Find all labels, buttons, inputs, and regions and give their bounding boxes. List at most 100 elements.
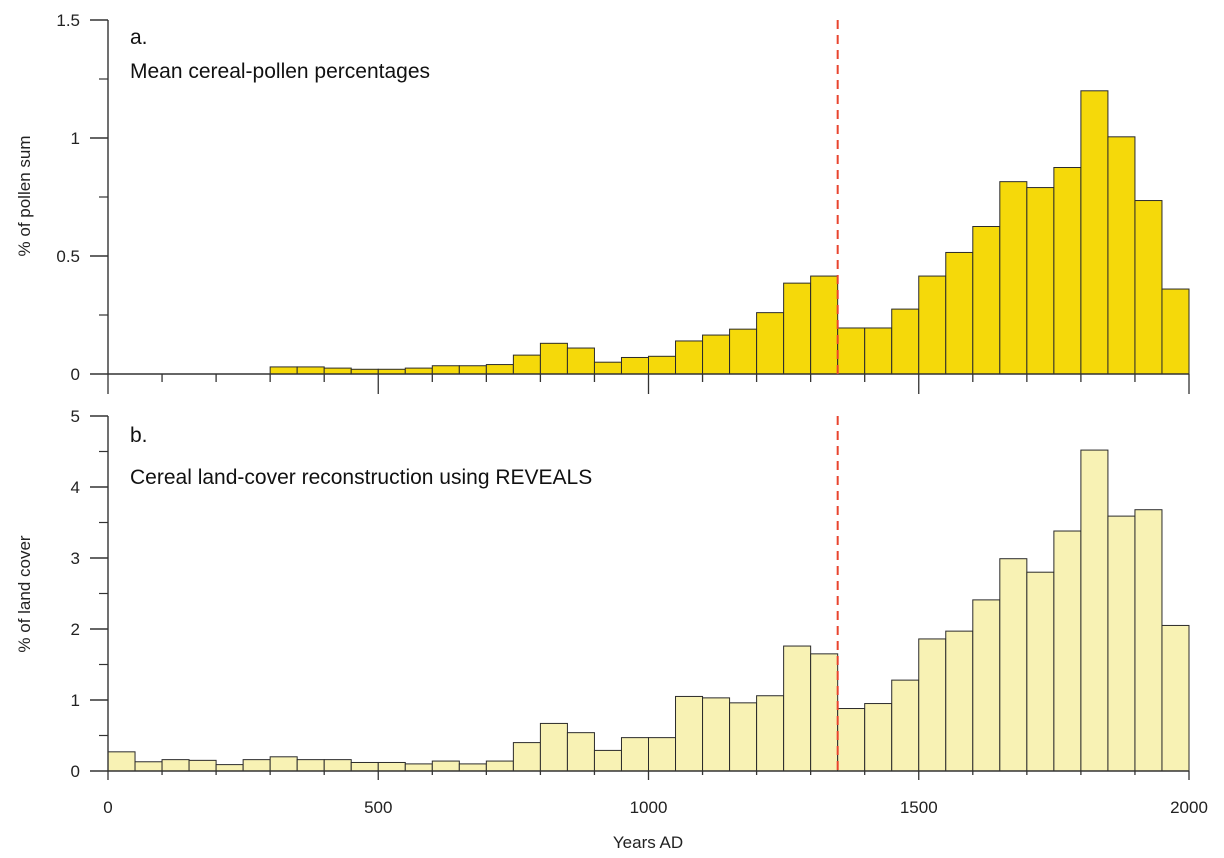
bar [810,275,839,375]
bar [1026,187,1055,375]
bar [431,365,460,375]
panel-b-bars [107,449,1190,772]
bar [675,340,704,375]
bar [810,653,839,772]
bar [620,737,649,772]
bar [756,695,785,772]
x-tick-label: 1500 [900,798,938,817]
bar [134,761,163,772]
bar [1107,515,1136,772]
bar [891,679,920,772]
bar [675,695,704,772]
x-tick-label: 2000 [1170,798,1208,817]
bar [377,761,406,772]
bar [1134,200,1163,375]
bar [593,361,622,375]
panel-b-label: b. [130,424,148,447]
y-tick-label: 5 [71,407,80,426]
bar [648,737,677,772]
panel-a: 0 0.5 1 1.5 a. Mean cereal-pollen percentag… [15,11,1190,394]
y-tick-label: 3 [71,549,80,568]
bar [188,759,217,772]
bar [539,342,568,375]
bar [404,367,433,375]
bar [864,703,893,772]
bar [269,366,298,375]
bar [458,763,487,772]
bar [323,759,352,772]
panel-b-title: Cereal land-cover reconstruction using R… [130,466,592,489]
bar [323,367,352,375]
bar [458,365,487,375]
panel-a-label: a. [130,26,148,49]
panel-b-x-ticks: 0 500 1000 1500 2000 [103,771,1208,817]
bar [296,759,325,772]
bar [999,181,1028,375]
bar [512,742,541,772]
y-tick-label: 4 [71,478,80,497]
bar [783,645,812,772]
bar [431,760,460,772]
bar [702,334,731,375]
bar [1053,167,1082,375]
bar [729,702,758,772]
bar [972,226,1001,375]
bar [837,708,866,772]
bar [837,327,866,375]
x-tick-label: 0 [103,798,112,817]
bar [1053,530,1082,772]
panel-b-y-ticks: 0 1 2 3 4 5 [71,407,108,781]
panel-a-title: Mean cereal-pollen percentages [130,60,430,83]
bar [891,308,920,375]
x-tick-label: 500 [364,798,392,817]
y-tick-label: 0 [71,762,80,781]
bar [972,599,1001,772]
y-tick-label: 2 [71,620,80,639]
bar [729,328,758,375]
bar [1107,136,1136,375]
bar [1134,509,1163,772]
x-tick-label: 1000 [630,798,668,817]
y-tick-label: 1 [71,691,80,710]
bar [783,282,812,375]
y-tick-label: 1.5 [56,11,80,30]
bar [1161,288,1190,375]
bar [107,751,136,772]
bar [566,732,595,772]
bar [539,722,568,772]
bar [161,759,190,772]
bar [1161,624,1190,772]
bar [350,761,379,772]
bar [566,347,595,375]
bar [215,764,244,772]
bar [404,763,433,772]
bar [945,630,974,772]
bar [702,697,731,772]
panel-a-bars [269,90,1190,375]
bar [999,558,1028,772]
bar [377,368,406,375]
bar [648,355,677,375]
bar [864,327,893,375]
panel-b-y-axis-label: % of land cover [15,535,34,653]
bar [350,368,379,375]
bar [918,275,947,375]
bar [485,364,514,375]
bar [593,749,622,772]
bar [1080,90,1109,375]
y-tick-label: 0 [71,365,80,384]
bar [620,356,649,375]
y-tick-label: 0.5 [56,247,80,266]
panel-a-y-axis-label: % of pollen sum [15,136,34,257]
bar [918,638,947,772]
bar [269,756,298,772]
bar [1026,571,1055,772]
panel-a-y-ticks: 0 0.5 1 1.5 [56,11,108,384]
bar [756,312,785,375]
y-tick-label: 1 [71,129,80,148]
panel-a-x-ticks [107,374,1190,394]
bar [242,759,271,772]
panel-b: 0 1 2 3 4 5 0 500 1000 1500 2000 b. Cereal land-c… [15,407,1208,852]
bar [485,760,514,772]
